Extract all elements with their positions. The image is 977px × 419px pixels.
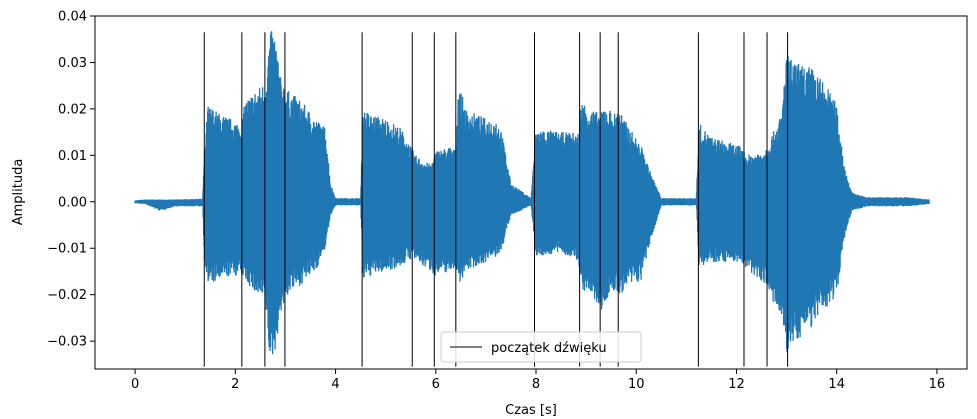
y-tick-label: −0.03: [47, 335, 87, 350]
y-tick-label: 0.02: [58, 102, 87, 117]
x-axis: 0 2 4 6 8 10 12 14 16: [131, 369, 945, 392]
y-tick-label: −0.02: [47, 288, 87, 303]
x-tick-label: 16: [929, 377, 946, 392]
x-tick-label: 2: [231, 377, 239, 392]
plot-frame: [94, 15, 968, 370]
x-tick-label: 4: [331, 377, 339, 392]
y-tick-label: −0.01: [47, 242, 87, 257]
waveform-series: [134, 31, 930, 355]
waveform-line: [134, 31, 930, 355]
x-tick-label: 14: [828, 377, 845, 392]
y-tick-label: 0.00: [58, 195, 87, 210]
y-axis-title: Amplituda: [11, 159, 26, 226]
x-tick-label: 10: [628, 377, 645, 392]
y-tick-label: 0.01: [58, 149, 87, 164]
y-axis: −0.03 −0.02 −0.01 0.00 0.01 0.02 0.03 0.04: [47, 10, 95, 350]
y-tick-label: 0.04: [58, 10, 87, 25]
x-tick-label: 8: [532, 377, 540, 392]
x-tick-label: 6: [432, 377, 440, 392]
legend-box: [440, 331, 642, 363]
x-axis-title: Czas [s]: [505, 403, 557, 418]
onset-markers-series: [203, 32, 789, 367]
x-tick-label: 0: [131, 377, 139, 392]
x-tick-label: 12: [728, 377, 745, 392]
y-tick-label: 0.03: [58, 56, 87, 71]
legend-label: początek dźwięku: [491, 341, 607, 356]
legend: początek dźwięku: [440, 331, 642, 363]
